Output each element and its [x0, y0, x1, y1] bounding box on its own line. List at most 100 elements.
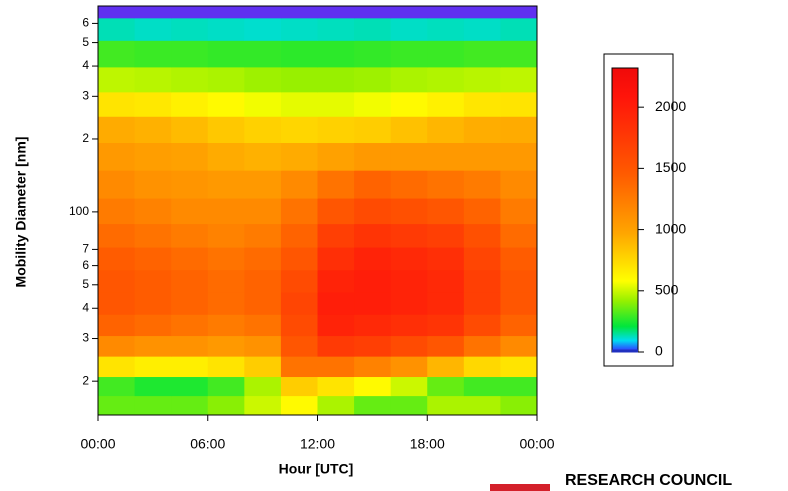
heatmap-cell — [171, 6, 209, 19]
x-tick-label: 00:00 — [519, 436, 554, 452]
heatmap — [98, 6, 538, 416]
heatmap-cell — [427, 170, 465, 199]
heatmap-cell — [98, 91, 136, 117]
heatmap-cell — [280, 376, 318, 397]
heatmap-cell — [244, 6, 282, 19]
heatmap-cell — [134, 247, 172, 271]
y-tick-label: 2 — [82, 373, 89, 387]
heatmap-cell — [134, 91, 172, 117]
heatmap-cell — [500, 198, 538, 225]
heatmap-cell — [244, 376, 282, 397]
heatmap-cell — [98, 291, 136, 315]
y-tick-label: 5 — [82, 277, 89, 291]
heatmap-cell — [500, 170, 538, 199]
heatmap-cell — [500, 17, 538, 41]
heatmap-cell — [98, 40, 136, 68]
heatmap-cell — [98, 66, 136, 93]
heatmap-cell — [317, 198, 355, 225]
heatmap-cell — [463, 116, 501, 144]
heatmap-cell — [317, 6, 355, 19]
heatmap-cell — [98, 17, 136, 41]
heatmap-cell — [354, 247, 392, 271]
heatmap-cell — [317, 314, 355, 337]
heatmap-cell — [244, 198, 282, 225]
heatmap-cell — [427, 269, 465, 293]
heatmap-cell — [134, 291, 172, 315]
heatmap-cell — [134, 269, 172, 293]
heatmap-cell — [390, 247, 428, 271]
heatmap-cell — [354, 116, 392, 144]
heatmap-cell — [500, 142, 538, 171]
heatmap-cell — [317, 269, 355, 293]
heatmap-cell — [500, 356, 538, 378]
heatmap-cell — [207, 66, 245, 93]
colorbar — [611, 67, 639, 353]
heatmap-cell — [427, 91, 465, 117]
heatmap-cell — [244, 40, 282, 68]
heatmap-cell — [98, 6, 136, 19]
heatmap-cell — [171, 223, 209, 248]
heatmap-cell — [500, 6, 538, 19]
heatmap-cell — [244, 395, 282, 416]
logo-mark — [490, 484, 550, 491]
heatmap-cell — [134, 198, 172, 225]
heatmap-cell — [171, 198, 209, 225]
x-tick-label: 06:00 — [190, 436, 225, 452]
heatmap-cell — [354, 395, 392, 416]
heatmap-cell — [317, 40, 355, 68]
heatmap-cell — [134, 170, 172, 199]
heatmap-cell — [207, 376, 245, 397]
heatmap-cell — [500, 91, 538, 117]
heatmap-cell — [207, 269, 245, 293]
heatmap-cell — [463, 314, 501, 337]
heatmap-cell — [244, 116, 282, 144]
heatmap-cell — [98, 314, 136, 337]
y-tick-label: 100 — [69, 204, 89, 218]
heatmap-cell — [98, 335, 136, 357]
heatmap-cell — [134, 66, 172, 93]
heatmap-cell — [500, 395, 538, 416]
heatmap-cell — [98, 376, 136, 397]
heatmap-cell — [171, 395, 209, 416]
heatmap-cell — [280, 170, 318, 199]
heatmap-cell — [98, 142, 136, 171]
heatmap-cell — [390, 269, 428, 293]
heatmap-cell — [390, 314, 428, 337]
heatmap-cell — [390, 356, 428, 378]
heatmap-cell — [244, 269, 282, 293]
heatmap-cell — [317, 91, 355, 117]
heatmap-cell — [280, 142, 318, 171]
heatmap-cell — [134, 223, 172, 248]
heatmap-cell — [500, 66, 538, 93]
heatmap-cell — [500, 40, 538, 68]
heatmap-cell — [280, 247, 318, 271]
heatmap-cell — [207, 314, 245, 337]
heatmap-cell — [427, 395, 465, 416]
heatmap-cell — [427, 356, 465, 378]
heatmap-cell — [317, 291, 355, 315]
heatmap-cell — [390, 170, 428, 199]
heatmap-cell — [244, 17, 282, 41]
heatmap-cell — [354, 91, 392, 117]
heatmap-cell — [390, 91, 428, 117]
heatmap-cell — [171, 40, 209, 68]
heatmap-cell — [171, 116, 209, 144]
heatmap-cell — [500, 314, 538, 337]
heatmap-cell — [463, 335, 501, 357]
heatmap-cell — [207, 335, 245, 357]
heatmap-cell — [244, 223, 282, 248]
heatmap-cell — [280, 17, 318, 41]
heatmap-cell — [244, 142, 282, 171]
colorbar-tick-label: 1000 — [655, 220, 686, 236]
heatmap-cell — [244, 247, 282, 271]
heatmap-cell — [280, 40, 318, 68]
x-axis-label: Hour [UTC] — [279, 461, 354, 477]
heatmap-cell — [134, 116, 172, 144]
y-tick-label: 6 — [82, 16, 89, 30]
heatmap-cell — [244, 291, 282, 315]
heatmap-cell — [427, 247, 465, 271]
colorbar-tick-label: 0 — [655, 343, 663, 359]
y-tick-label: 3 — [82, 88, 89, 102]
heatmap-cell — [390, 66, 428, 93]
